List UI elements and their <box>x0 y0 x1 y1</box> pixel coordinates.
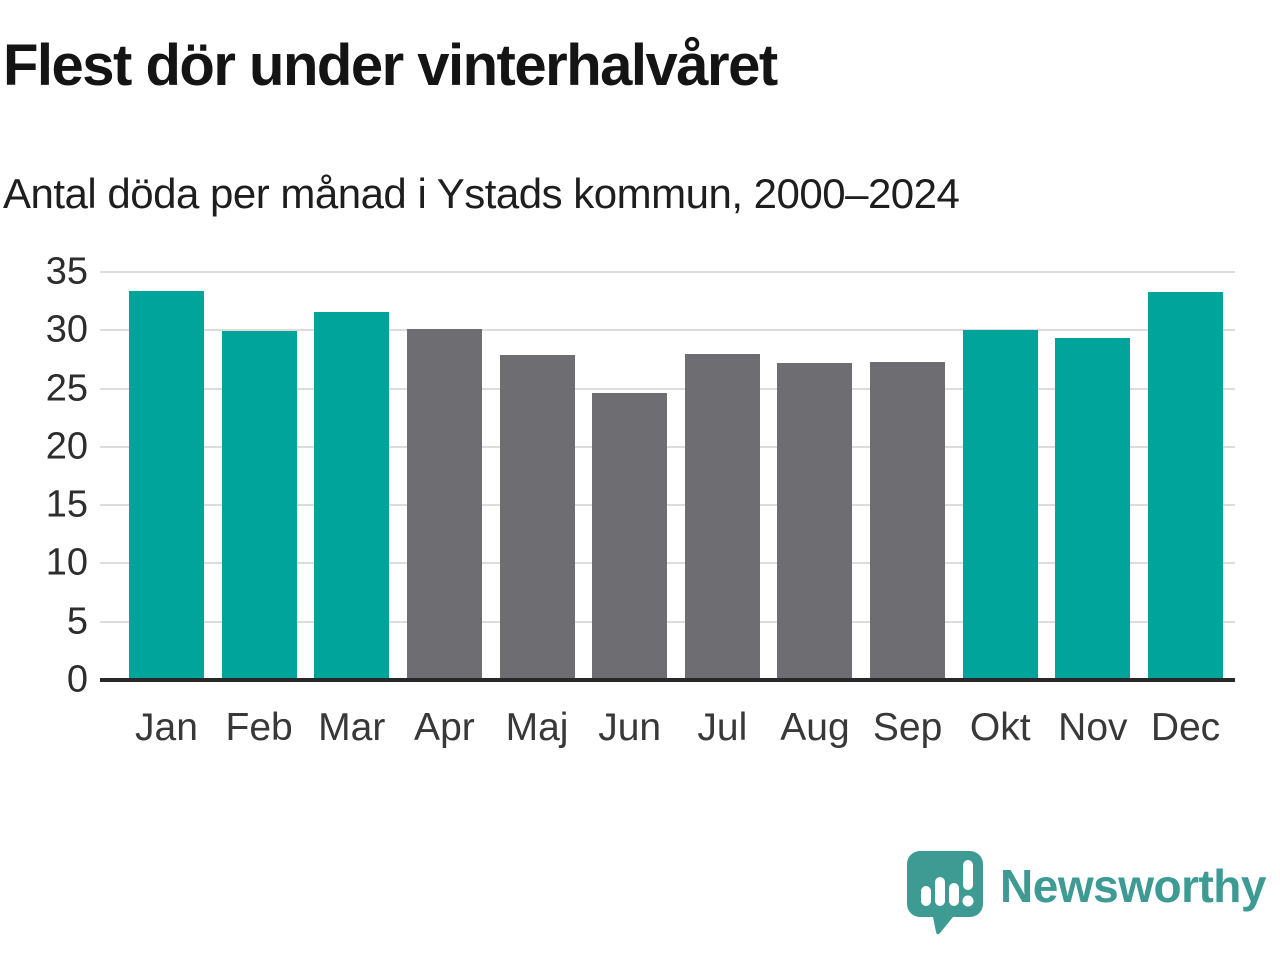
x-tick-label-jul: Jul <box>697 706 748 749</box>
chart-title: Flest dör under vinterhalvåret <box>3 33 778 98</box>
bar-mar <box>314 311 390 680</box>
y-tick-label-30: 30 <box>45 308 88 351</box>
x-tick-label-aug: Aug <box>780 706 850 749</box>
x-tick-label-sep: Sep <box>872 706 943 749</box>
x-tick-label-jun: Jun <box>598 706 662 749</box>
y-tick-label-10: 10 <box>45 541 88 584</box>
grid-line-y-30 <box>100 329 1235 332</box>
bar-nov <box>1055 338 1131 680</box>
bar-sep <box>870 361 946 680</box>
x-tick-label-maj: Maj <box>505 706 569 749</box>
chart-subtitle: Antal döda per månad i Ystads kommun, 20… <box>3 170 960 217</box>
bar-jul <box>684 353 760 680</box>
x-tick-label-nov: Nov <box>1058 706 1128 749</box>
y-tick-label-25: 25 <box>45 367 88 410</box>
grid-line-y-35 <box>100 271 1235 273</box>
y-tick-label-20: 20 <box>45 425 88 468</box>
y-tick-label-0: 0 <box>66 658 88 701</box>
grid-line-y-20 <box>100 445 1235 448</box>
x-tick-label-mar: Mar <box>318 706 386 749</box>
bar-aug <box>777 362 853 680</box>
grid-line-y-15 <box>100 504 1235 507</box>
bar-apr <box>406 329 482 680</box>
newsworthy-logo-text: Newsworthy <box>1000 860 1266 912</box>
x-tick-label-okt: Okt <box>969 706 1031 749</box>
x-tick-label-feb: Feb <box>225 706 293 749</box>
y-tick-label-35: 35 <box>45 250 88 293</box>
bar-dec <box>1148 291 1223 680</box>
grid-line-y-10 <box>100 562 1235 565</box>
bar-jan <box>129 290 204 680</box>
newsworthy-logo-icon <box>907 851 984 935</box>
x-tick-label-dec: Dec <box>1150 706 1221 749</box>
newsworthy-logo: Newsworthy <box>904 848 1266 938</box>
bar-maj <box>499 354 575 680</box>
y-tick-label-5: 5 <box>66 600 88 643</box>
bar-feb <box>221 331 297 680</box>
y-tick-label-15: 15 <box>45 483 88 526</box>
x-tick-label-apr: Apr <box>414 706 475 749</box>
x-axis-line <box>100 678 1235 682</box>
grid-line-y-25 <box>100 387 1235 390</box>
x-tick-label-jan: Jan <box>135 706 198 749</box>
grid-line-y-5 <box>100 620 1235 623</box>
bar-jun <box>592 393 668 680</box>
bar-okt <box>962 330 1038 680</box>
